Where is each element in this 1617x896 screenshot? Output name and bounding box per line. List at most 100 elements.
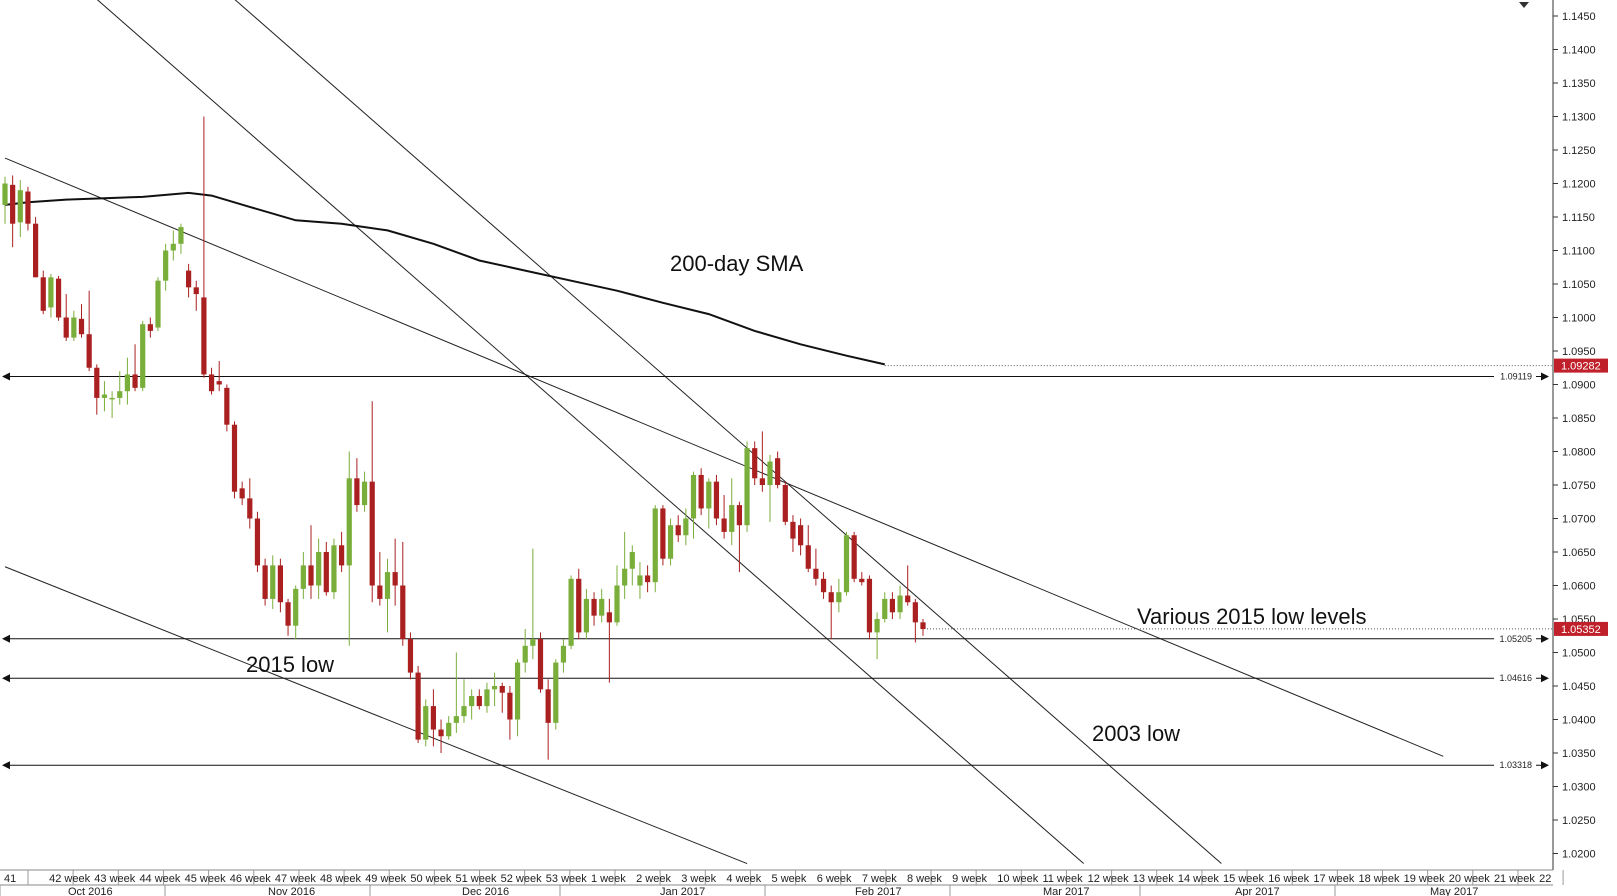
candle-body-66 <box>507 692 513 720</box>
candle-body-23 <box>178 227 184 244</box>
candle-body-12 <box>94 367 100 398</box>
candle-body-94 <box>721 518 727 532</box>
candle-body-3 <box>25 191 31 224</box>
week-label-31: 19 week <box>1404 873 1445 885</box>
week-label-25: 13 week <box>1133 873 1174 885</box>
candle-body-13 <box>101 394 108 398</box>
candle-body-43 <box>331 545 337 593</box>
candle-body-31 <box>239 488 245 499</box>
candle-body-34 <box>262 565 268 599</box>
candle-body-105 <box>805 545 811 569</box>
candle-body-14 <box>109 397 115 400</box>
candle-body-32 <box>247 498 253 519</box>
week-label-17: 5 week <box>772 873 807 885</box>
month-label-4: Feb 2017 <box>855 886 901 896</box>
candle-body-51 <box>392 572 398 586</box>
candle-body-10 <box>78 318 85 335</box>
candle-body-2 <box>17 190 23 223</box>
week-label-20: 8 week <box>907 873 942 885</box>
candle-body-61 <box>469 696 475 707</box>
candle-body-65 <box>499 686 505 693</box>
candle-body-83 <box>637 575 643 586</box>
level-arrow-left-2 <box>2 674 10 683</box>
candle-body-38 <box>293 588 299 626</box>
candle-body-76 <box>583 598 589 633</box>
candle-body-110 <box>843 535 850 593</box>
candle-body-37 <box>285 602 291 626</box>
candle-body-39 <box>300 565 306 589</box>
week-label-2: 43 week <box>94 873 135 885</box>
candle-body-109 <box>836 592 842 603</box>
candle-body-86 <box>660 508 666 559</box>
candle-body-99 <box>759 478 765 485</box>
candle-body-74 <box>568 578 574 646</box>
candle-body-116 <box>889 598 895 613</box>
y-tick-label-22: 1.0350 <box>1562 748 1596 760</box>
month-label-5: Mar 2017 <box>1043 886 1089 896</box>
candle-body-17 <box>132 374 138 388</box>
week-label-9: 50 week <box>410 873 451 885</box>
level-label-1: 1.05205 <box>1499 634 1532 644</box>
week-label-11: 52 week <box>501 873 542 885</box>
price-badge-bg-0 <box>1554 358 1608 373</box>
candle-body-67 <box>514 662 521 720</box>
candle-body-52 <box>400 585 406 640</box>
candle-body-75 <box>576 578 582 633</box>
candle-body-59 <box>453 716 459 723</box>
candle-body-114 <box>874 619 880 633</box>
week-label-23: 11 week <box>1042 873 1083 885</box>
week-label-21: 9 week <box>952 873 987 885</box>
candle-body-45 <box>346 478 352 566</box>
y-tick-label-3: 1.1300 <box>1562 112 1596 124</box>
week-label-5: 46 week <box>230 873 271 885</box>
candle-body-118 <box>905 595 911 603</box>
price-badge-bg-1 <box>1554 621 1608 636</box>
candle-body-24 <box>186 270 192 288</box>
candle-body-108 <box>828 592 834 603</box>
annotations: 200-day SMA Various 2015 low levels 2015 l… <box>246 251 1367 746</box>
candle-body-80 <box>614 585 620 623</box>
y-tick-label-0: 1.1450 <box>1562 11 1596 23</box>
annotation-1: Various 2015 low levels <box>1137 604 1367 629</box>
candle-body-115 <box>882 598 888 619</box>
y-tick-label-13: 1.0800 <box>1562 447 1596 459</box>
week-label-6: 47 week <box>275 873 316 885</box>
candle-body-16 <box>124 374 130 392</box>
y-tick-label-6: 1.1150 <box>1562 212 1595 224</box>
trendline-1 <box>4 566 748 865</box>
level-label-bg-3 <box>1494 759 1536 771</box>
week-label-24: 12 week <box>1088 873 1129 885</box>
candle-body-20 <box>155 280 161 328</box>
level-label-2: 1.04616 <box>1499 673 1532 683</box>
candle-body-1 <box>10 184 16 224</box>
candle-body-46 <box>354 478 360 506</box>
candle-body-4 <box>33 223 39 278</box>
annotation-3: 2003 low <box>1092 721 1180 746</box>
y-tick-label-7: 1.1100 <box>1562 246 1595 258</box>
month-label-3: Jan 2017 <box>660 886 705 896</box>
week-label-30: 18 week <box>1359 873 1400 885</box>
week-label-32: 20 week <box>1449 873 1490 885</box>
week-label-14: 2 week <box>636 873 671 885</box>
level-arrow-left-3 <box>2 761 10 770</box>
candle-body-92 <box>706 481 712 509</box>
candle-body-107 <box>820 578 827 593</box>
week-label-27: 15 week <box>1223 873 1264 885</box>
candle-body-93 <box>713 481 720 519</box>
level-arrow-left-0 <box>2 372 10 381</box>
month-label-1: Nov 2016 <box>268 886 315 896</box>
week-label-3: 44 week <box>139 873 180 885</box>
candle-body-53 <box>407 639 414 673</box>
y-tick-label-4: 1.1250 <box>1562 145 1596 157</box>
candle-body-48 <box>369 481 375 586</box>
candle-body-29 <box>224 387 230 425</box>
candle-body-85 <box>652 508 658 583</box>
candle-body-22 <box>170 243 176 251</box>
price-badge-label-1: 1.05352 <box>1561 624 1601 636</box>
axis-scroll-marker-icon <box>1519 2 1529 8</box>
candle-body-33 <box>254 518 261 566</box>
candle-body-113 <box>866 578 873 633</box>
y-tick-label-20: 1.0450 <box>1562 681 1596 693</box>
y-tick-label-19: 1.0500 <box>1562 648 1596 660</box>
month-label-0: Oct 2016 <box>68 886 113 896</box>
